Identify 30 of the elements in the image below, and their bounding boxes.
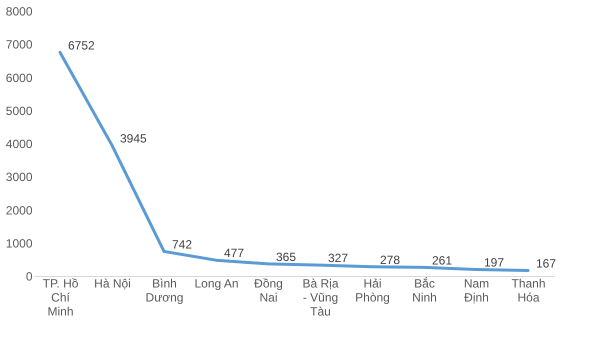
y-tick-label: 2000 bbox=[6, 203, 33, 218]
y-tick-label: 3000 bbox=[6, 170, 33, 184]
data-label: 197 bbox=[484, 255, 504, 270]
data-label: 278 bbox=[380, 252, 400, 267]
data-label: 742 bbox=[172, 237, 192, 252]
x-tick-label: Nam Định bbox=[464, 276, 490, 304]
data-label: 6752 bbox=[68, 38, 96, 52]
y-tick-label: 5000 bbox=[6, 104, 33, 118]
y-tick-label: 1000 bbox=[6, 236, 33, 250]
x-tick-label: Bắc Ninh bbox=[412, 276, 437, 304]
x-tick-label: TP. Hồ Chí Minh bbox=[42, 276, 79, 318]
data-label: 327 bbox=[328, 251, 348, 266]
x-tick-label: Hải Phòng bbox=[355, 276, 390, 304]
x-tick-label: Hà Nội bbox=[94, 276, 131, 290]
x-tick-label: Đồng Nai bbox=[254, 276, 283, 304]
y-tick-label: 6000 bbox=[6, 70, 33, 85]
data-label: 261 bbox=[432, 253, 452, 268]
data-label: 365 bbox=[276, 250, 296, 264]
y-tick-label: 7000 bbox=[6, 38, 33, 52]
data-label: 3945 bbox=[120, 131, 148, 146]
data-label: 477 bbox=[224, 246, 244, 260]
y-tick-label: 0 bbox=[26, 270, 33, 284]
x-tick-label: Bình Dương bbox=[146, 276, 184, 304]
x-tick-label: Long An bbox=[194, 276, 239, 290]
x-tick-label: Bà Rịa - Vũng Tàu bbox=[302, 276, 339, 318]
data-label: 167 bbox=[536, 256, 556, 270]
x-tick-label: Thanh Hóa bbox=[511, 276, 546, 304]
y-tick-label: 4000 bbox=[6, 137, 33, 151]
y-tick-label: 8000 bbox=[6, 4, 33, 18]
line-series bbox=[58, 50, 530, 272]
